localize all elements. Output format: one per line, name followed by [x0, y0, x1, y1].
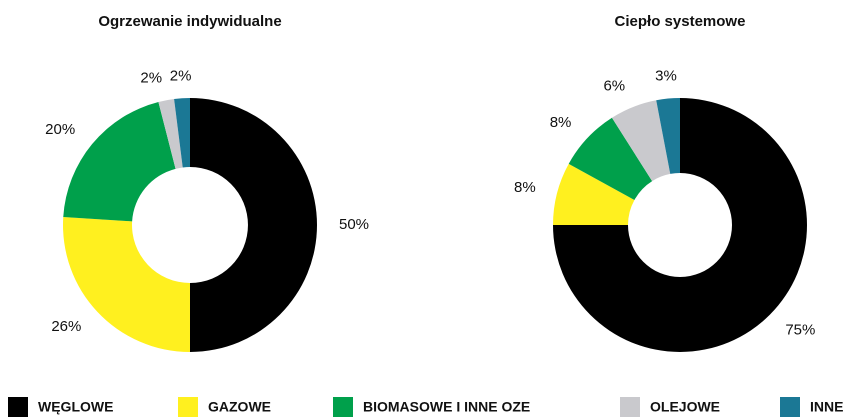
slice-label: 26% — [51, 318, 81, 335]
legend-swatch — [780, 397, 800, 417]
donut-slice — [568, 117, 653, 200]
donut-slice — [553, 163, 635, 225]
slice-label: 2% — [140, 70, 162, 87]
slice-label: 6% — [603, 77, 625, 94]
donut-slice — [63, 101, 176, 222]
legend-label: BIOMASOWE I INNE OZE — [363, 399, 530, 415]
legend-label: OLEJOWE — [650, 399, 720, 415]
slice-label: 20% — [45, 121, 75, 138]
legend-swatch — [620, 397, 640, 417]
legend-swatch — [8, 397, 28, 417]
legend-label: INNE — [810, 399, 843, 415]
legend-label: WĘGLOWE — [38, 399, 113, 415]
slice-label: 8% — [514, 179, 536, 196]
slice-label: 2% — [170, 67, 192, 84]
slice-label: 8% — [550, 114, 572, 131]
legend-label: GAZOWE — [208, 399, 271, 415]
donut-slice — [553, 98, 807, 352]
legend-swatch — [333, 397, 353, 417]
slice-label: 3% — [655, 68, 677, 85]
donut-slice — [190, 98, 317, 352]
chart-title: Ogrzewanie indywidualne — [98, 13, 281, 30]
donut-slice — [611, 100, 671, 182]
donut-slice — [158, 99, 183, 169]
slice-label: 75% — [785, 321, 815, 338]
chart-title: Ciepło systemowe — [615, 13, 746, 30]
donut-slice — [174, 98, 190, 168]
donut-slice — [62, 217, 191, 352]
legend-swatch — [178, 397, 198, 417]
donut-slice — [656, 98, 680, 174]
slice-label: 50% — [339, 216, 369, 233]
